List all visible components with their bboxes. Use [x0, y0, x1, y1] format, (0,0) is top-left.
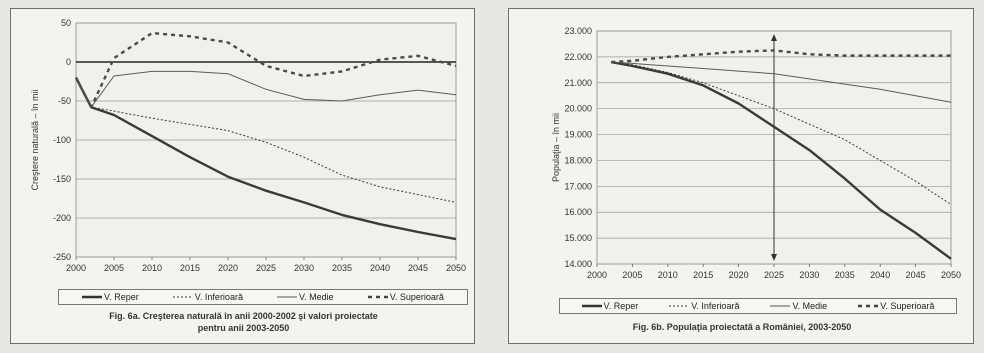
legend-label: V. Medie	[298, 292, 334, 302]
legend-item-superioara: V. Superioară	[858, 301, 934, 311]
legend-label: V. Inferioară	[691, 301, 740, 311]
y-tick-label: -150	[53, 174, 71, 184]
y-tick-label: 14.000	[564, 259, 592, 269]
chart-panel-population: 14.000 15.000 16.000 17.000 18.000 19.000 20.0…	[508, 8, 974, 344]
x-tick-label: 2035	[835, 270, 855, 280]
y-tick-label: 22.000	[564, 52, 592, 62]
y-tick-label: 15.000	[564, 233, 592, 243]
series-line-0	[74, 77, 457, 241]
x-tick-label: 2045	[906, 270, 926, 280]
legend-item-inferioara: V. Inferioară	[172, 292, 243, 302]
y-tick-label: -50	[58, 96, 71, 106]
x-tick-label: 2035	[332, 263, 352, 273]
chart-legend: V. Reper V. Inferioară V. Medie V. Super…	[58, 289, 468, 305]
caption-line: Fig. 6b. Populaţia proiectată a României…	[632, 322, 852, 332]
series-line-0	[610, 60, 952, 260]
legend-label: V. Superioară	[389, 292, 444, 302]
x-tick-label: 2025	[256, 263, 276, 273]
legend-item-medie: V. Medie	[276, 292, 334, 302]
x-tick-label: 2015	[180, 263, 200, 273]
x-tick-label: 2030	[294, 263, 314, 273]
y-axis-label: Populaţia – în mii	[551, 113, 561, 182]
x-tick-label: 2040	[370, 263, 390, 273]
x-tick-label: 2000	[66, 263, 86, 273]
chart-panel-natural-growth: -250 -200 -150 -100 -50 0 50 2000 2005 2010 2015 20…	[10, 8, 475, 344]
y-tick-label: 20.000	[564, 104, 592, 114]
x-tick-label: 2000	[587, 270, 607, 280]
legend-item-reper: V. Reper	[581, 301, 639, 311]
chart-caption: Fig. 6a. Creşterea naturală în anii 2000…	[31, 310, 456, 334]
series-line-2	[75, 70, 457, 108]
x-tick-label: 2010	[142, 263, 162, 273]
x-tick-label: 2020	[729, 270, 749, 280]
x-tick-label: 2010	[658, 270, 678, 280]
x-tick-label: 2025	[764, 270, 784, 280]
x-tick-label: 2030	[799, 270, 819, 280]
chart-population: 14.000 15.000 16.000 17.000 18.000 19.000 20.0…	[551, 26, 961, 280]
y-tick-label: 17.000	[564, 181, 592, 191]
legend-label: V. Medie	[792, 301, 828, 311]
x-tick-label: 2005	[104, 263, 124, 273]
arrow-head-down	[771, 254, 777, 261]
chart-natural-growth: -250 -200 -150 -100 -50 0 50 2000 2005 2010 2015 20…	[30, 18, 466, 273]
x-tick-label: 2015	[693, 270, 713, 280]
legend-label: V. Superioară	[880, 301, 935, 311]
chart-legend: V. Reper V. Inferioară V. Medie V. Super…	[559, 298, 957, 314]
y-tick-label: 23.000	[564, 26, 592, 36]
legend-item-superioara: V. Superioară	[367, 292, 444, 302]
y-tick-label: 0	[66, 57, 71, 67]
y-tick-label: -250	[53, 252, 71, 262]
legend-label: V. Inferioară	[194, 292, 243, 302]
legend-item-inferioara: V. Inferioară	[669, 301, 739, 311]
x-tick-label: 2050	[941, 270, 961, 280]
legend-item-reper: V. Reper	[82, 292, 139, 302]
x-tick-label: 2050	[446, 263, 466, 273]
x-tick-label: 2040	[870, 270, 890, 280]
x-tick-label: 2020	[218, 263, 238, 273]
y-tick-label: 16.000	[564, 207, 592, 217]
caption-line: pentru anii 2003-2050	[197, 323, 290, 333]
arrow-head-up	[771, 34, 777, 41]
y-tick-label: 21.000	[564, 78, 592, 88]
y-tick-label: -200	[53, 213, 71, 223]
y-tick-label: 19.000	[564, 130, 592, 140]
legend-item-medie: V. Medie	[770, 301, 827, 311]
x-tick-label: 2005	[622, 270, 642, 280]
y-tick-label: 50	[61, 18, 71, 28]
x-tick-label: 2045	[408, 263, 428, 273]
series-line-3	[74, 31, 457, 109]
series-line-1	[611, 61, 952, 205]
series-line-1	[75, 77, 457, 203]
caption-line: Fig. 6a. Creşterea naturală în anii 2000…	[109, 311, 378, 321]
y-tick-label: -100	[53, 135, 71, 145]
legend-label: V. Reper	[603, 301, 639, 311]
series-line-3	[611, 49, 951, 64]
y-tick-label: 18.000	[564, 155, 592, 165]
chart-caption: Fig. 6b. Populaţia proiectată a României…	[529, 321, 955, 333]
y-axis-label: Creştere naturală – în mii	[30, 89, 40, 190]
legend-label: V. Reper	[104, 292, 139, 302]
series-line-2	[611, 61, 952, 103]
